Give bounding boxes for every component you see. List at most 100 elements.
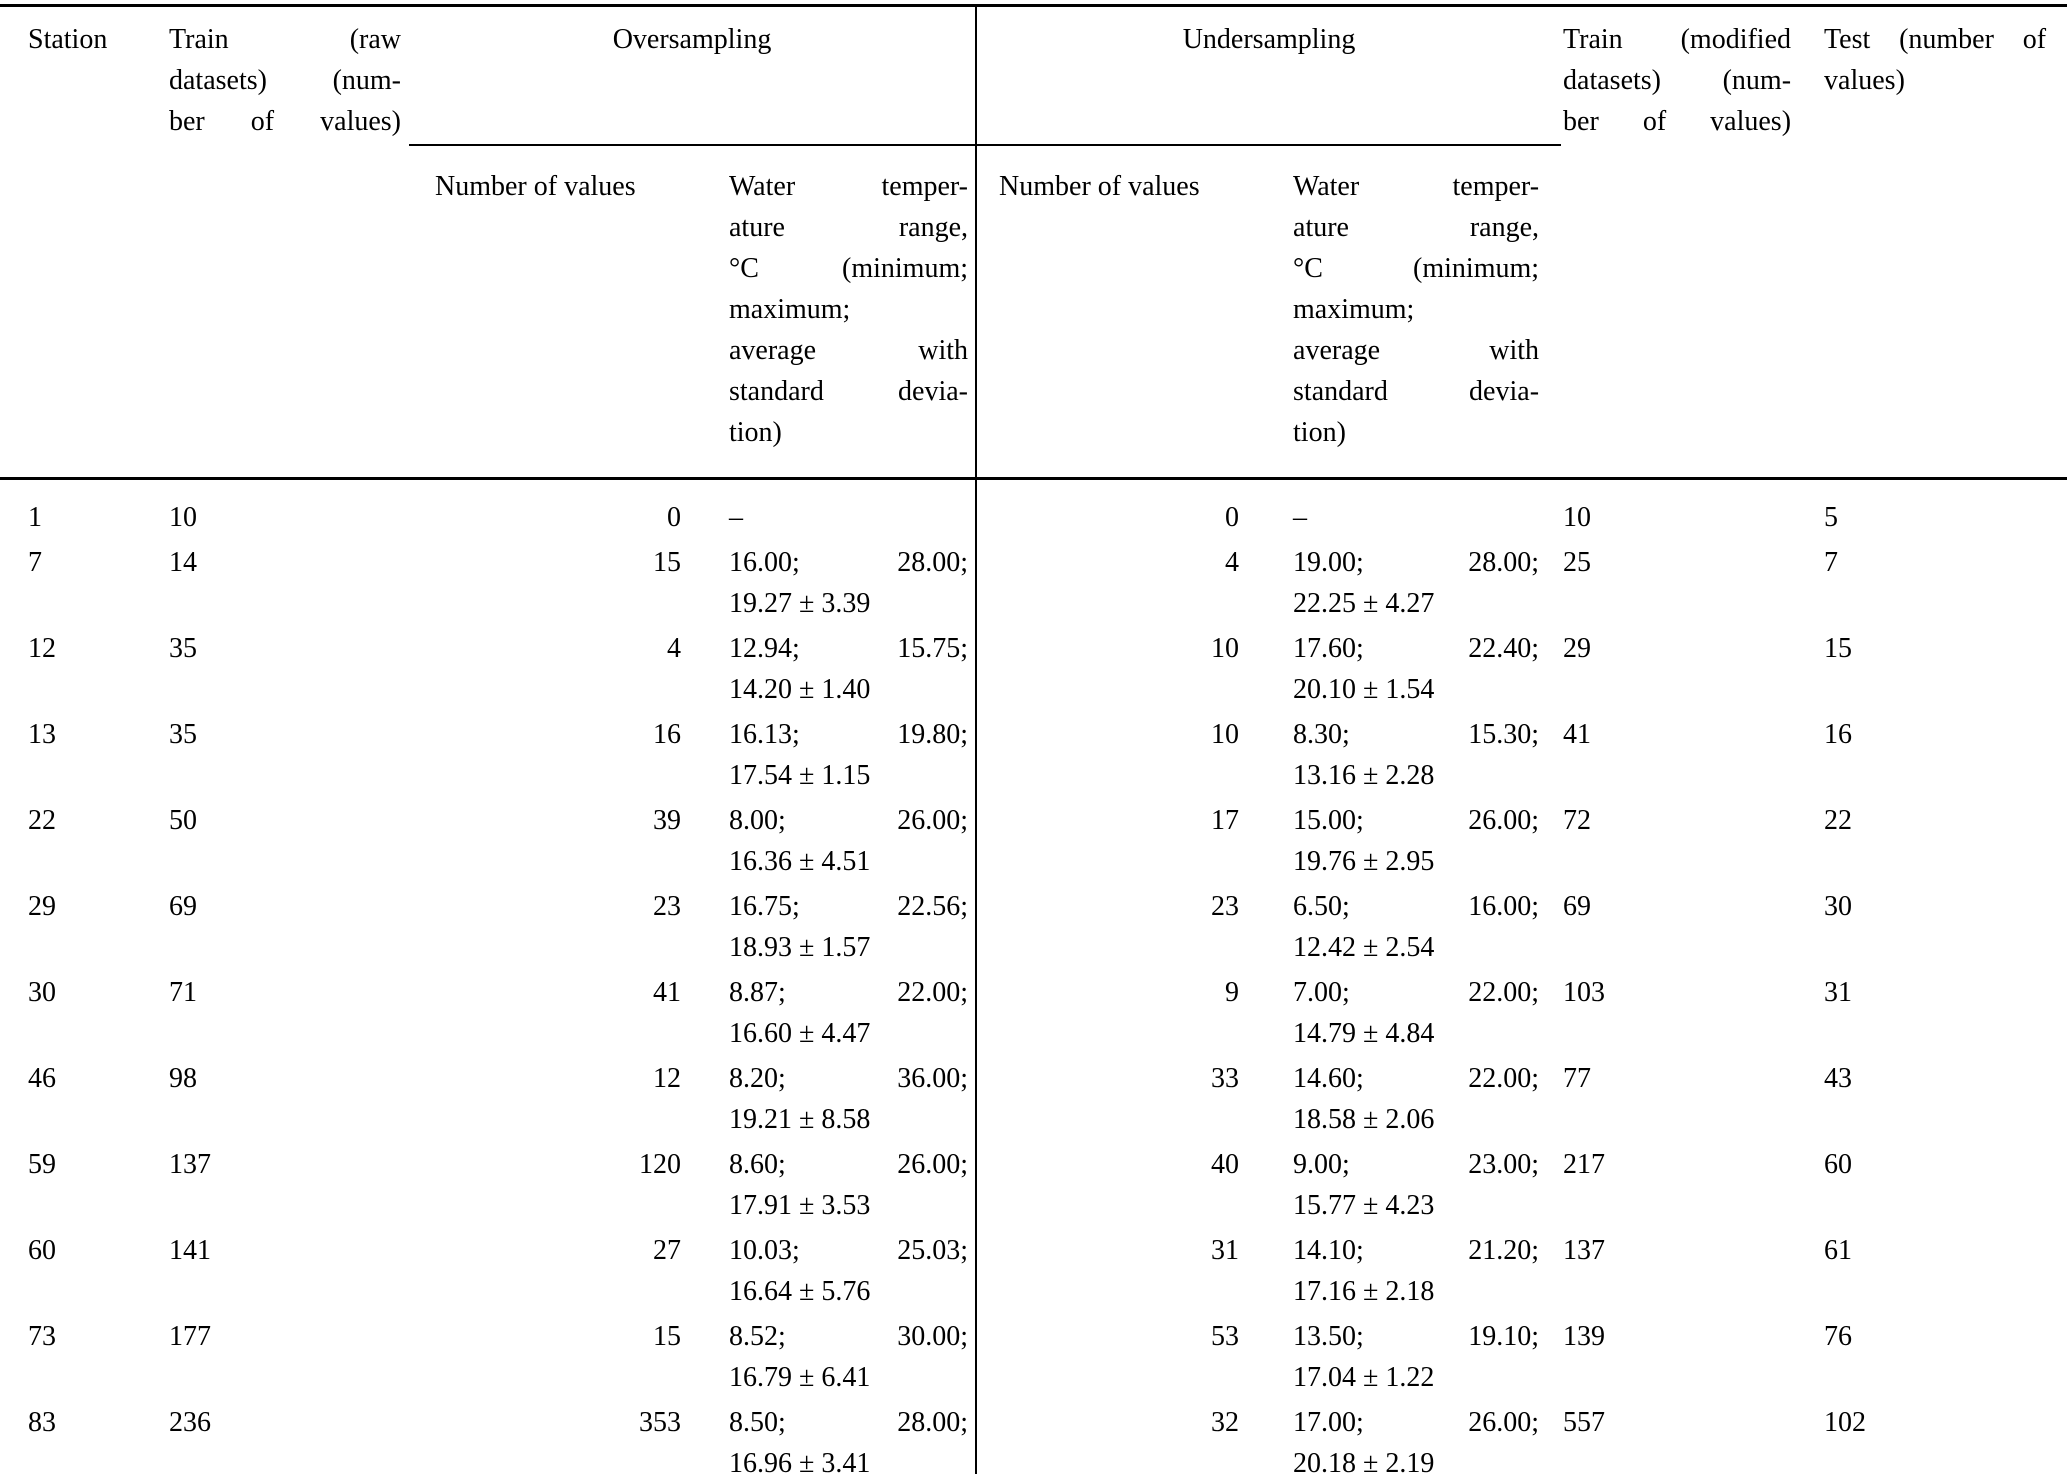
- cell-oversampling-range: 16.75; 22.56; 18.93 ± 1.57: [729, 891, 969, 963]
- cell-undersampling-range: 6.50; 16.00; 12.42 ± 2.54: [1293, 891, 1540, 963]
- cell-undersampling-range: 19.00; 28.00; 22.25 ± 4.27: [1293, 547, 1540, 619]
- cell-undersampling-count: 10: [975, 628, 1244, 714]
- cell-oversampling-count: 353: [639, 1407, 681, 1438]
- cell-station: 73: [28, 1321, 56, 1352]
- cell-undersampling-range: 15.00; 26.00; 19.76 ± 2.95: [1293, 805, 1540, 877]
- cell-station: 22: [28, 805, 56, 836]
- cell-train-raw: 141: [169, 1235, 211, 1266]
- cell-train-modified: 25: [1563, 547, 1592, 578]
- cell-train-raw: 10: [169, 502, 197, 533]
- cell-train-raw: 98: [169, 1063, 197, 1094]
- cell-oversampling-count: 27: [653, 1235, 681, 1266]
- cell-oversampling-count: 41: [653, 977, 681, 1008]
- header-train-raw-text: Train (raw datasets) (num-ber of values): [169, 24, 401, 137]
- cell-oversampling-count: 4: [667, 633, 681, 664]
- cell-station: 7: [28, 547, 42, 578]
- cell-undersampling-count: 32: [975, 1402, 1244, 1474]
- cell-undersampling-range: 13.50; 19.10; 17.04 ± 1.22: [1293, 1321, 1540, 1393]
- cell-undersampling-count: 10: [975, 714, 1244, 800]
- cell-train-raw: 69: [169, 891, 197, 922]
- cell-oversampling-count: 0: [667, 502, 681, 533]
- header-row-subheaders: Number of values Water temper-ature rang…: [0, 145, 2067, 479]
- table-row: 73 177 15 8.52; 30.00; 16.79 ± 6.41 53 13.…: [0, 1316, 2067, 1402]
- table-row: 29 69 23 16.75; 22.56; 18.93 ± 1.57 23 6.5…: [0, 886, 2067, 972]
- cell-oversampling-count: 39: [653, 805, 681, 836]
- cell-undersampling-count: 40: [975, 1144, 1244, 1230]
- cell-test: 102: [1824, 1407, 1867, 1438]
- header-oversampling-range: Water temper-ature range, °C (minimum; max…: [683, 145, 976, 479]
- table-row: 46 98 12 8.20; 36.00; 19.21 ± 8.58 33 14.6…: [0, 1058, 2067, 1144]
- table-header: Station Train (raw datasets) (num-ber of …: [0, 5, 2067, 479]
- cell-train-raw: 137: [169, 1149, 211, 1180]
- cell-undersampling-range: 7.00; 22.00; 14.79 ± 4.84: [1293, 977, 1540, 1049]
- header-test: Test (number of values): [1822, 6, 2067, 479]
- cell-oversampling-count: 23: [653, 891, 681, 922]
- cell-undersampling-count: 23: [975, 886, 1244, 972]
- header-undersampling-group: Undersampling: [975, 5, 1562, 146]
- cell-oversampling-count: 12: [653, 1063, 681, 1094]
- cell-train-raw: 236: [169, 1407, 211, 1438]
- cell-station: 12: [28, 633, 56, 664]
- cell-test: 43: [1824, 1063, 1853, 1094]
- cell-test: 61: [1824, 1235, 1853, 1266]
- table-row: 7 14 15 16.00; 28.00; 19.27 ± 3.39 4 19.00…: [0, 542, 2067, 628]
- cell-undersampling-count: 31: [975, 1230, 1244, 1316]
- cell-train-modified: 72: [1563, 805, 1592, 836]
- cell-train-modified: 41: [1563, 719, 1592, 750]
- cell-train-raw: 177: [169, 1321, 211, 1352]
- cell-train-modified: 557: [1563, 1407, 1606, 1438]
- cell-undersampling-count: 9: [975, 972, 1244, 1058]
- cell-train-modified: 10: [1563, 502, 1592, 533]
- table-body: 1 10 0 – 0 – 10 5 7 14 15 16.00; 28.00; 19…: [0, 478, 2067, 1474]
- cell-undersampling-count: 53: [975, 1316, 1244, 1402]
- cell-oversampling-range: 16.00; 28.00; 19.27 ± 3.39: [729, 547, 969, 619]
- cell-oversampling-range: 12.94; 15.75; 14.20 ± 1.40: [729, 633, 969, 705]
- cell-oversampling-count: 15: [653, 1321, 681, 1352]
- cell-undersampling-range: 17.60; 22.40; 20.10 ± 1.54: [1293, 633, 1540, 705]
- cell-test: 30: [1824, 891, 1853, 922]
- header-undersampling-range-text: Water temper-ature range, °C (minimum; max…: [1293, 171, 1540, 448]
- cell-train-modified: 103: [1563, 977, 1606, 1008]
- datasets-table: Station Train (raw datasets) (num-ber of …: [0, 4, 2067, 1474]
- cell-undersampling-count: 4: [975, 542, 1244, 628]
- cell-test: 22: [1824, 805, 1853, 836]
- header-station: Station: [28, 24, 108, 55]
- header-oversampling-range-text: Water temper-ature range, °C (minimum; max…: [729, 171, 969, 448]
- header-train-modified: Train (modified datasets) (num-ber of val…: [1561, 6, 1822, 479]
- cell-oversampling-range: 8.87; 22.00; 16.60 ± 4.47: [729, 977, 969, 1049]
- cell-train-modified: 217: [1563, 1149, 1606, 1180]
- cell-oversampling-count: 15: [653, 547, 681, 578]
- table-row: 83 236 353 8.50; 28.00; 16.96 ± 3.41 32 17…: [0, 1402, 2067, 1474]
- cell-station: 60: [28, 1235, 56, 1266]
- cell-oversampling-range: 8.50; 28.00; 16.96 ± 3.41: [729, 1407, 969, 1474]
- table-row: 12 35 4 12.94; 15.75; 14.20 ± 1.40 10 17.6…: [0, 628, 2067, 714]
- cell-test: 5: [1824, 502, 1839, 533]
- cell-train-raw: 50: [169, 805, 197, 836]
- header-row-groups: Station Train (raw datasets) (num-ber of …: [0, 5, 2067, 146]
- cell-undersampling-range: 14.60; 22.00; 18.58 ± 2.06: [1293, 1063, 1540, 1135]
- cell-undersampling-range: 8.30; 15.30; 13.16 ± 2.28: [1293, 719, 1540, 791]
- cell-station: 46: [28, 1063, 56, 1094]
- cell-test: 16: [1824, 719, 1853, 750]
- cell-undersampling-range: 17.00; 26.00; 20.18 ± 2.19: [1293, 1407, 1540, 1474]
- cell-test: 31: [1824, 977, 1853, 1008]
- cell-train-raw: 35: [169, 719, 197, 750]
- cell-undersampling-range: 14.10; 21.20; 17.16 ± 2.18: [1293, 1235, 1540, 1307]
- cell-train-raw: 71: [169, 977, 197, 1008]
- cell-station: 13: [28, 719, 56, 750]
- table-row: 22 50 39 8.00; 26.00; 16.36 ± 4.51 17 15.0…: [0, 800, 2067, 886]
- cell-test: 15: [1824, 633, 1853, 664]
- cell-station: 30: [28, 977, 56, 1008]
- cell-train-modified: 29: [1563, 633, 1592, 664]
- cell-station: 83: [28, 1407, 56, 1438]
- cell-station: 59: [28, 1149, 56, 1180]
- cell-oversampling-count: 16: [653, 719, 681, 750]
- cell-oversampling-range: 8.20; 36.00; 19.21 ± 8.58: [729, 1063, 969, 1135]
- table-row: 13 35 16 16.13; 19.80; 17.54 ± 1.15 10 8.3…: [0, 714, 2067, 800]
- header-oversampling-group: Oversampling: [409, 5, 977, 146]
- header-train-raw: Train (raw datasets) (num-ber of values): [168, 6, 409, 479]
- header-undersampling-count: Number of values: [975, 145, 1244, 479]
- header-test-text: Test (number of values): [1824, 24, 2047, 96]
- cell-test: 7: [1824, 547, 1839, 578]
